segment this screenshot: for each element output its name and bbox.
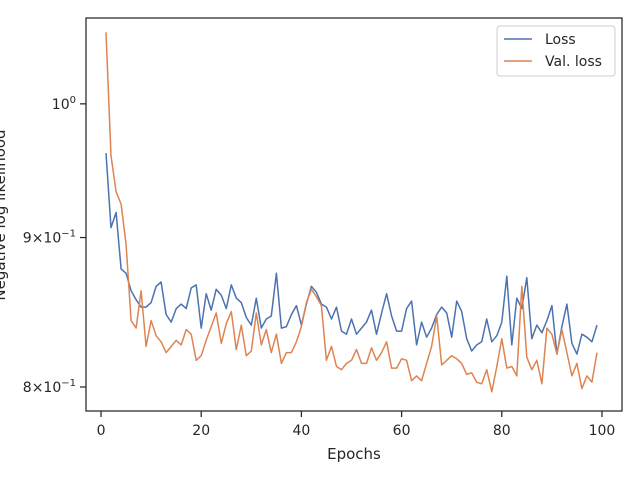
x-tick-label: 80 [493,423,511,439]
legend-label-1: Loss [545,32,576,48]
series-line-1 [105,152,598,355]
legend-label-2: Val. loss [545,54,602,70]
plot-frame [85,17,623,412]
x-tick-label: 40 [292,423,310,439]
legend: Loss Val. loss [496,25,616,77]
y-axis: 8×10−1 9×10−1 100 [23,95,86,396]
x-tick-label: 0 [97,423,106,439]
x-axis: 0 20 40 60 80 100 [97,411,616,439]
series-line-2 [105,32,598,393]
series-layer [105,32,598,393]
plot-area [86,18,622,411]
y-axis-label: Negative log likelihood [0,129,9,300]
x-tick-label: 100 [589,423,616,439]
y-tick-label: 100 [52,95,76,113]
x-tick-label: 60 [393,423,411,439]
y-tick-label: 8×10−1 [23,378,76,396]
x-tick-label: 20 [192,423,210,439]
y-tick-label: 9×10−1 [23,229,76,247]
x-axis-label: Epochs [327,445,381,463]
